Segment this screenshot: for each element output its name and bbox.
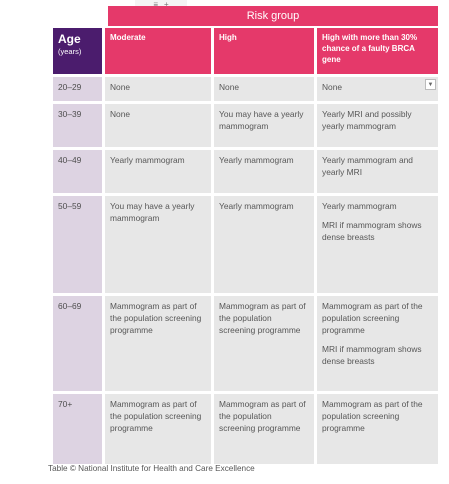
table-row: 40–49 Yearly mammogram Yearly mammogram Yea… (53, 150, 438, 193)
very-high-header: High with more than 30% chance of a faul… (317, 28, 438, 74)
moderate-cell: Mammogram as part of the population scre… (105, 394, 211, 464)
menu-lines-icon[interactable]: ≡ (153, 0, 158, 9)
cell-text: MRI if mammogram shows dense breasts (322, 344, 422, 366)
table-row: 50–59 You may have a yearly mammogram Year… (53, 196, 438, 293)
age-cell: 70+ (53, 394, 102, 464)
cell-text: Yearly mammogram (110, 155, 185, 165)
age-cell: 50–59 (53, 196, 102, 293)
very-high-cell: Yearly mammogram and yearly MRI (317, 150, 438, 193)
dropdown-arrow-icon[interactable]: ▼ (425, 79, 436, 90)
age-header-label: Age (58, 32, 81, 46)
high-cell: You may have a yearly mammogram (214, 104, 314, 147)
cell-text: None (110, 109, 131, 119)
cell-text: Yearly MRI and possibly yearly mammogram (322, 109, 412, 131)
age-header: Age (years) (53, 28, 102, 74)
table-toolbar[interactable]: ≡ + (135, 0, 187, 9)
high-cell: None (214, 77, 314, 101)
cell-text: Mammogram as part of the population scre… (322, 301, 423, 335)
cell-text: Mammogram as part of the population scre… (110, 301, 202, 335)
high-cell: Mammogram as part of the population scre… (214, 296, 314, 391)
age-cell: 60–69 (53, 296, 102, 391)
table-row: 70+ Mammogram as part of the population s… (53, 394, 438, 464)
very-high-cell: ▼ None (317, 77, 438, 101)
cell-text: You may have a yearly mammogram (110, 201, 195, 223)
cell-text: MRI if mammogram shows dense breasts (322, 220, 422, 242)
very-high-cell: Yearly MRI and possibly yearly mammogram (317, 104, 438, 147)
moderate-cell: Mammogram as part of the population scre… (105, 296, 211, 391)
cell-text: None (219, 82, 240, 92)
screening-table: Age (years) Moderate High High with more… (50, 25, 441, 467)
cell-text: None (110, 82, 131, 92)
very-high-cell: Mammogram as part of the population scre… (317, 296, 438, 391)
cell-text: You may have a yearly mammogram (219, 109, 304, 131)
high-cell: Mammogram as part of the population scre… (214, 394, 314, 464)
moderate-cell: Yearly mammogram (105, 150, 211, 193)
cell-text: Mammogram as part of the population scre… (322, 399, 423, 433)
cell-text: Yearly mammogram and yearly MRI (322, 155, 413, 177)
moderate-cell: None (105, 77, 211, 101)
age-cell: 40–49 (53, 150, 102, 193)
cell-text: Mammogram as part of the population scre… (219, 399, 306, 433)
moderate-cell: None (105, 104, 211, 147)
cell-text: Yearly mammogram (219, 155, 294, 165)
moderate-cell: You may have a yearly mammogram (105, 196, 211, 293)
table-row: 60–69 Mammogram as part of the population… (53, 296, 438, 391)
very-high-cell: Yearly mammogram MRI if mammogram shows d… (317, 196, 438, 293)
age-cell: 20–29 (53, 77, 102, 101)
moderate-header: Moderate (105, 28, 211, 74)
high-cell: Yearly mammogram (214, 150, 314, 193)
very-high-cell: Mammogram as part of the population scre… (317, 394, 438, 464)
cell-text: Yearly mammogram (219, 201, 294, 211)
age-header-unit: (years) (58, 47, 82, 56)
cell-text: Mammogram as part of the population scre… (219, 301, 306, 335)
table-row: 20–29 None None ▼ None (53, 77, 438, 101)
plus-icon[interactable]: + (164, 0, 169, 9)
cell-text: None (322, 82, 343, 92)
cell-text: Yearly mammogram (322, 201, 397, 211)
table-row: 30–39 None You may have a yearly mammogram… (53, 104, 438, 147)
cell-text: Mammogram as part of the population scre… (110, 399, 202, 433)
risk-group-header: Risk group (108, 6, 438, 26)
table-caption: Table © National Institute for Health an… (48, 464, 255, 473)
high-header: High (214, 28, 314, 74)
high-cell: Yearly mammogram (214, 196, 314, 293)
age-cell: 30–39 (53, 104, 102, 147)
